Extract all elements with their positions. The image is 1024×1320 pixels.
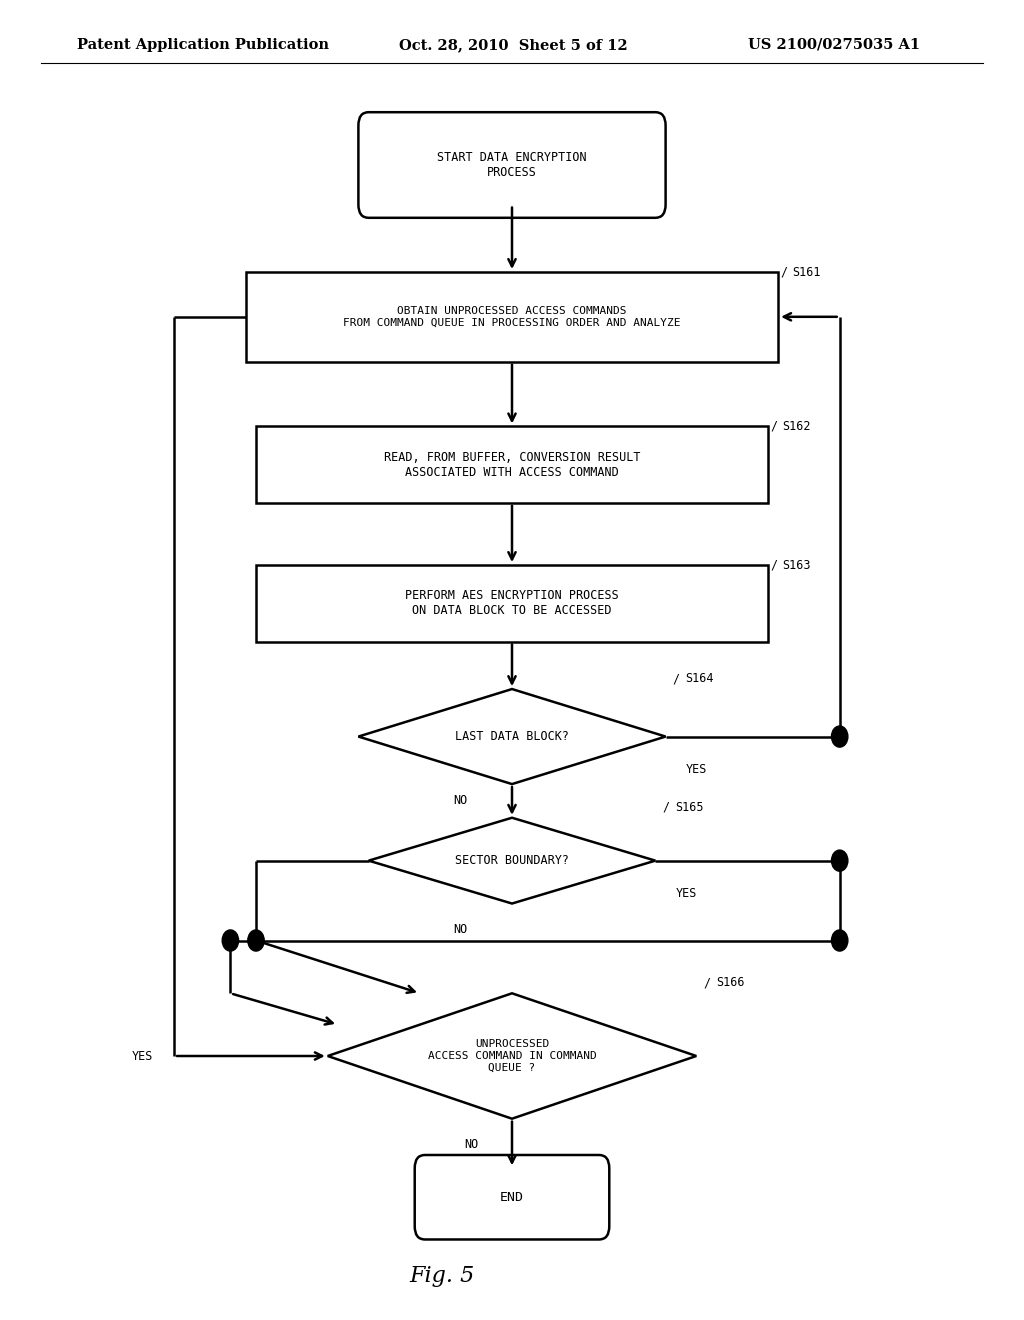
Text: END: END <box>500 1191 524 1204</box>
Text: Fig. 5: Fig. 5 <box>410 1266 475 1287</box>
Text: UNPROCESSED
ACCESS COMMAND IN COMMAND
QUEUE ?: UNPROCESSED ACCESS COMMAND IN COMMAND QU… <box>428 1039 596 1073</box>
Polygon shape <box>369 818 655 903</box>
Text: Oct. 28, 2010  Sheet 5 of 12: Oct. 28, 2010 Sheet 5 of 12 <box>399 38 628 51</box>
Circle shape <box>248 929 264 950</box>
Text: /: / <box>770 420 777 433</box>
Polygon shape <box>328 993 696 1118</box>
FancyBboxPatch shape <box>415 1155 609 1239</box>
Text: /: / <box>703 977 711 990</box>
Circle shape <box>831 929 848 950</box>
Text: Patent Application Publication: Patent Application Publication <box>77 38 329 51</box>
Circle shape <box>222 929 239 950</box>
Text: YES: YES <box>132 1049 154 1063</box>
Text: YES: YES <box>676 887 697 900</box>
Text: YES: YES <box>686 763 708 776</box>
Text: /: / <box>780 265 787 279</box>
Text: SECTOR BOUNDARY?: SECTOR BOUNDARY? <box>455 854 569 867</box>
Text: NO: NO <box>454 795 468 808</box>
Text: S165: S165 <box>675 801 703 813</box>
Bar <box>246 272 778 362</box>
Text: /: / <box>673 672 680 685</box>
Circle shape <box>831 850 848 871</box>
Text: S166: S166 <box>716 977 744 990</box>
Bar <box>256 426 768 503</box>
Text: PERFORM AES ENCRYPTION PROCESS
ON DATA BLOCK TO BE ACCESSED: PERFORM AES ENCRYPTION PROCESS ON DATA B… <box>406 589 618 618</box>
Text: LAST DATA BLOCK?: LAST DATA BLOCK? <box>455 730 569 743</box>
Polygon shape <box>358 689 666 784</box>
Text: S162: S162 <box>782 420 811 433</box>
Text: NO: NO <box>464 1138 478 1151</box>
Text: NO: NO <box>454 924 468 936</box>
Text: US 2100/0275035 A1: US 2100/0275035 A1 <box>748 38 920 51</box>
Text: S161: S161 <box>793 265 821 279</box>
Text: S163: S163 <box>782 558 811 572</box>
Text: START DATA ENCRYPTION
PROCESS: START DATA ENCRYPTION PROCESS <box>437 150 587 180</box>
Text: /: / <box>770 558 777 572</box>
Text: READ, FROM BUFFER, CONVERSION RESULT
ASSOCIATED WITH ACCESS COMMAND: READ, FROM BUFFER, CONVERSION RESULT ASS… <box>384 450 640 479</box>
Circle shape <box>831 726 848 747</box>
Bar <box>256 565 768 642</box>
Text: S164: S164 <box>685 672 714 685</box>
Text: OBTAIN UNPROCESSED ACCESS COMMANDS
FROM COMMAND QUEUE IN PROCESSING ORDER AND AN: OBTAIN UNPROCESSED ACCESS COMMANDS FROM … <box>343 306 681 327</box>
Text: /: / <box>663 801 670 813</box>
FancyBboxPatch shape <box>358 112 666 218</box>
